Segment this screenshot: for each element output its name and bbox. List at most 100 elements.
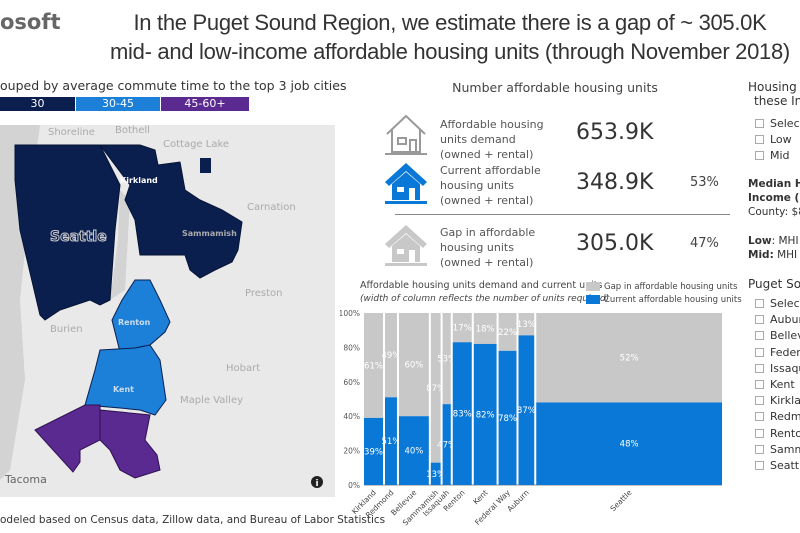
low-text: : MHI - bbox=[771, 235, 800, 247]
checkbox[interactable] bbox=[755, 331, 764, 341]
title-line: Median H bbox=[748, 178, 800, 190]
bar-gap-auburn[interactable] bbox=[518, 313, 535, 336]
option-label: Kent bbox=[770, 378, 795, 392]
checkbox[interactable] bbox=[755, 315, 764, 325]
data-label-current: 39% bbox=[364, 447, 383, 457]
option-label: Issaqu bbox=[770, 361, 800, 375]
kpi-demand-label: Affordable housing units demand (owned + r… bbox=[440, 117, 550, 162]
legend-30-45[interactable]: 30-45 bbox=[76, 97, 160, 111]
kpi-demand-value: 653.9K bbox=[576, 120, 654, 145]
bar-gap-seattle[interactable] bbox=[536, 313, 722, 403]
region-kent[interactable] bbox=[84, 344, 167, 416]
checkbox[interactable] bbox=[755, 299, 764, 308]
income-option-select[interactable]: Select bbox=[755, 116, 800, 132]
label-line: housing units bbox=[440, 241, 514, 254]
house-blue-icon bbox=[385, 163, 427, 204]
option-label: Kirklar bbox=[770, 394, 800, 408]
bar-current-federal-way[interactable] bbox=[498, 350, 517, 485]
bar-current-kirkland[interactable] bbox=[364, 417, 384, 485]
bar-gap-sammamish[interactable] bbox=[430, 313, 441, 463]
y-tick-label: 20% bbox=[343, 447, 360, 456]
region-fragment bbox=[200, 158, 211, 173]
city-option[interactable]: Bellev bbox=[755, 328, 800, 344]
info-icon[interactable] bbox=[311, 476, 323, 488]
checkbox[interactable] bbox=[755, 380, 764, 390]
city-label-seattle: Seattle bbox=[50, 229, 107, 245]
city-option[interactable]: Kirklar bbox=[755, 393, 800, 409]
bar-current-issaquah[interactable] bbox=[442, 404, 451, 485]
city-option[interactable]: Redm bbox=[755, 409, 800, 425]
place-label: Burien bbox=[50, 324, 83, 335]
city-option[interactable]: Issaqu bbox=[755, 361, 800, 377]
label-line: housing units bbox=[440, 179, 514, 192]
city-option[interactable]: Samm bbox=[755, 442, 800, 458]
map-legend-title: ouped by average commute time to the top… bbox=[0, 78, 347, 93]
bar-gap-kirkland[interactable] bbox=[364, 313, 384, 418]
city-option[interactable]: Feder bbox=[755, 345, 800, 361]
y-tick-label: 40% bbox=[343, 412, 360, 421]
checkbox[interactable] bbox=[755, 428, 764, 438]
bar-gap-renton[interactable] bbox=[452, 313, 472, 343]
mekko-chart[interactable]: 0%20%40%60%80%100%61%39%Kirkland49%51%Re… bbox=[340, 278, 735, 528]
data-label-current: 51% bbox=[382, 437, 401, 447]
checkbox[interactable] bbox=[755, 135, 764, 144]
title-line: Income (M bbox=[748, 192, 800, 204]
label-line: (owned + rental) bbox=[440, 194, 534, 207]
bar-gap-kent[interactable] bbox=[473, 313, 497, 344]
bar-gap-issaquah[interactable] bbox=[442, 313, 451, 405]
region-eastside[interactable] bbox=[99, 144, 243, 279]
legend-swatch-gap bbox=[586, 282, 600, 291]
option-label: Rento bbox=[770, 426, 800, 440]
y-tick-label: 80% bbox=[343, 343, 360, 352]
data-label-gap: 60% bbox=[404, 361, 423, 371]
city-option[interactable]: Select bbox=[755, 296, 800, 312]
city-label-kent: Kent bbox=[113, 385, 134, 394]
bar-gap-federal-way[interactable] bbox=[498, 313, 517, 351]
low-definition: Low: MHI - bbox=[748, 235, 800, 247]
city-option[interactable]: Seattle bbox=[755, 458, 800, 474]
bar-current-bellevue[interactable] bbox=[398, 416, 429, 485]
region-federal-way[interactable] bbox=[34, 404, 101, 473]
label-line: Current affordable bbox=[440, 164, 541, 177]
checkbox[interactable] bbox=[755, 396, 764, 406]
source-note: odeled based on Census data, Zillow data… bbox=[0, 514, 386, 526]
map[interactable]: Shoreline Bothell Cottage Lake Carnation… bbox=[0, 125, 335, 497]
data-label-gap: 52% bbox=[620, 354, 639, 364]
bar-current-kent[interactable] bbox=[473, 343, 497, 485]
label-line: Affordable housing bbox=[440, 118, 544, 131]
income-option-mid[interactable]: Mid bbox=[755, 148, 800, 164]
income-option-low[interactable]: Low bbox=[755, 132, 800, 148]
city-option[interactable]: Rento bbox=[755, 426, 800, 442]
income-options: Select Low Mid bbox=[755, 116, 800, 164]
checkbox[interactable] bbox=[755, 363, 764, 373]
mid-text: MHI 6 bbox=[777, 249, 800, 261]
checkbox[interactable] bbox=[755, 151, 764, 160]
checkbox[interactable] bbox=[755, 444, 764, 454]
legend-swatch-current bbox=[586, 295, 600, 304]
legend-45-60[interactable]: 45-60+ bbox=[161, 97, 249, 111]
bar-current-renton[interactable] bbox=[452, 342, 472, 485]
option-label: Select bbox=[770, 297, 800, 310]
checkbox[interactable] bbox=[755, 347, 764, 357]
bar-gap-bellevue[interactable] bbox=[398, 313, 429, 417]
region-auburn[interactable] bbox=[99, 409, 161, 479]
low-key: Low bbox=[748, 235, 772, 247]
bar-current-auburn[interactable] bbox=[518, 335, 535, 485]
x-tick-label: Kent bbox=[471, 488, 489, 506]
bar-gap-redmond[interactable] bbox=[385, 313, 397, 398]
bar-current-redmond[interactable] bbox=[385, 397, 397, 485]
region-seattle[interactable] bbox=[14, 144, 121, 321]
city-option[interactable]: Kent bbox=[755, 377, 800, 393]
legend-label-gap: Gap in affordable housing units bbox=[604, 282, 738, 292]
option-label: Feder bbox=[770, 345, 800, 359]
checkbox[interactable] bbox=[755, 461, 764, 471]
checkbox[interactable] bbox=[755, 412, 764, 422]
legend-30[interactable]: 30 bbox=[0, 97, 75, 111]
bar-current-sammamish[interactable] bbox=[430, 462, 441, 485]
data-label-current: 87% bbox=[517, 406, 536, 416]
city-option[interactable]: Aubur bbox=[755, 312, 800, 328]
kpi-current-value: 348.9K bbox=[576, 170, 654, 195]
data-label-current: 40% bbox=[404, 447, 423, 457]
checkbox[interactable] bbox=[755, 119, 764, 128]
bar-current-seattle[interactable] bbox=[536, 402, 722, 485]
